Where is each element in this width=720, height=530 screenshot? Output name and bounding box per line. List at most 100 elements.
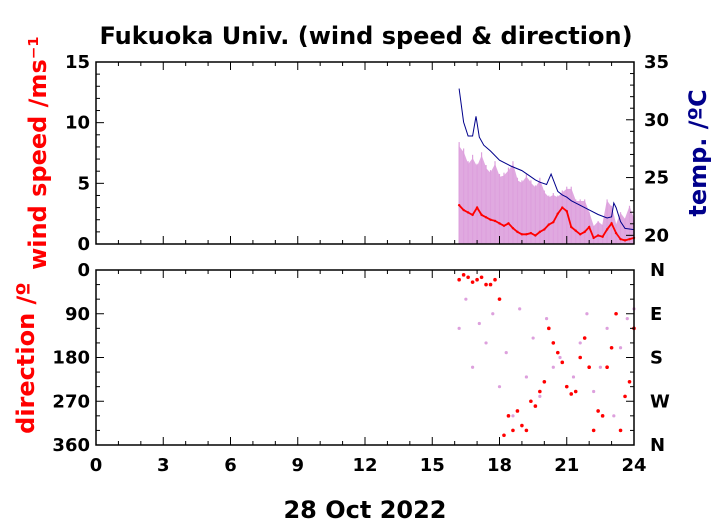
- y2-tick-label: 30: [644, 110, 669, 131]
- temperature-axis-label: temp. /ºC: [684, 89, 712, 216]
- compass-label: W: [650, 391, 670, 412]
- compass-label: N: [650, 260, 665, 281]
- y2-tick-label: 25: [644, 168, 669, 189]
- wind-speed-point: [466, 211, 470, 214]
- y2-tick-label: 35: [644, 52, 669, 73]
- wind-speed-point: [538, 230, 542, 234]
- wind-speed-point: [502, 224, 506, 227]
- wind-speed-point: [471, 213, 474, 217]
- direction-instant-point: [618, 346, 623, 350]
- wind-speed-point: [587, 225, 591, 229]
- direction-mean-point: [524, 428, 529, 433]
- wind-speed-point: [489, 218, 492, 221]
- wind-speed-point: [480, 213, 483, 217]
- direction-mean-point: [591, 428, 596, 433]
- y-tick-label: 90: [65, 304, 90, 325]
- wind-speed-point: [628, 237, 631, 241]
- direction-instant-point: [558, 355, 562, 360]
- wind-speed-point: [516, 230, 519, 234]
- direction-instant-point: [544, 317, 549, 321]
- wind-speed-point: [579, 233, 582, 236]
- wind-speed-point: [561, 206, 564, 209]
- direction-instant-point: [592, 389, 596, 394]
- direction-mean-point: [560, 360, 565, 365]
- y-tick-label: 10: [65, 113, 90, 134]
- direction-instant-point: [457, 326, 461, 330]
- direction-instant-point: [518, 307, 522, 311]
- direction-mean-point: [466, 275, 470, 280]
- wind-speed-point: [457, 203, 461, 207]
- direction-mean-point: [587, 365, 591, 370]
- direction-instant-point: [598, 365, 602, 369]
- direction-instant-point: [471, 365, 475, 369]
- compass-label: S: [650, 348, 663, 369]
- direction-mean-point: [493, 277, 497, 282]
- direction-mean-point: [605, 365, 609, 370]
- direction-mean-point: [457, 277, 461, 282]
- x-tick-label: 9: [291, 455, 304, 476]
- direction-mean-point: [582, 336, 587, 340]
- direction-instant-point: [504, 351, 508, 355]
- wind-speed-point: [525, 233, 528, 236]
- direction-frame: [95, 269, 635, 446]
- direction-mean-point: [461, 273, 466, 277]
- chart-title: Fukuoka Univ. (wind speed & direction): [99, 22, 632, 50]
- direction-instant-point: [585, 312, 589, 316]
- y-tick-label: 270: [52, 391, 90, 412]
- y-tick-label: 360: [52, 435, 90, 456]
- direction-mean-point: [475, 277, 479, 282]
- wind-speed-point: [493, 219, 497, 223]
- x-tick-label: 15: [420, 455, 445, 476]
- date-label: 28 Oct 2022: [283, 496, 446, 524]
- direction-instant-point: [511, 414, 515, 418]
- x-tick-label: 12: [352, 455, 377, 476]
- wind-speed-point: [520, 233, 524, 236]
- direction-mean-point: [511, 428, 515, 433]
- y-tick-label: 15: [65, 52, 90, 73]
- direction-instant-point: [612, 414, 616, 418]
- x-tick-label: 18: [487, 455, 512, 476]
- wind-speed-point: [596, 234, 600, 237]
- direction-instant-point: [531, 336, 535, 340]
- direction-instant-point: [571, 375, 576, 379]
- y-tick-label: 5: [77, 173, 90, 194]
- direction-mean-point: [484, 282, 488, 287]
- direction-mean-point: [547, 326, 551, 331]
- direction-mean-point: [627, 380, 632, 384]
- x-tick-label: 21: [554, 455, 579, 476]
- x-tick-label: 6: [224, 455, 237, 476]
- y-tick-label: 0: [77, 260, 90, 281]
- direction-mean-point: [618, 428, 623, 433]
- direction-mean-point: [515, 409, 520, 413]
- direction-instant-point: [497, 385, 502, 389]
- direction-panel: [457, 273, 636, 438]
- y2-tick-label: 20: [644, 225, 669, 246]
- direction-instant-point: [625, 317, 629, 321]
- wind-speed-point: [570, 225, 573, 229]
- direction-instant-point: [464, 297, 468, 301]
- wind-speed-point: [574, 229, 577, 232]
- direction-mean-point: [497, 297, 502, 301]
- wind-speed-point: [507, 222, 510, 225]
- direction-instant-point: [491, 312, 495, 316]
- wind-speed-point: [475, 206, 479, 209]
- wind-speed-point: [619, 237, 622, 241]
- wind-speed-point: [511, 227, 515, 230]
- direction-mean-point: [502, 433, 506, 438]
- wind-speed-point: [498, 222, 501, 225]
- compass-label: E: [650, 304, 662, 325]
- wind-speed-point: [462, 208, 465, 212]
- direction-mean-point: [506, 414, 511, 418]
- direction-instant-point: [605, 326, 609, 330]
- direction-mean-point: [609, 345, 614, 350]
- wind-speed-point: [484, 216, 488, 219]
- wind-speed-point: [605, 228, 609, 231]
- wind-speed-point: [552, 220, 555, 224]
- direction-mean-point: [578, 355, 582, 360]
- wind-speed-panel: [457, 88, 636, 245]
- wind-speed-point: [601, 235, 604, 238]
- direction-mean-point: [538, 389, 542, 394]
- direction-mean-point: [533, 404, 538, 408]
- direction-instant-point: [578, 341, 582, 345]
